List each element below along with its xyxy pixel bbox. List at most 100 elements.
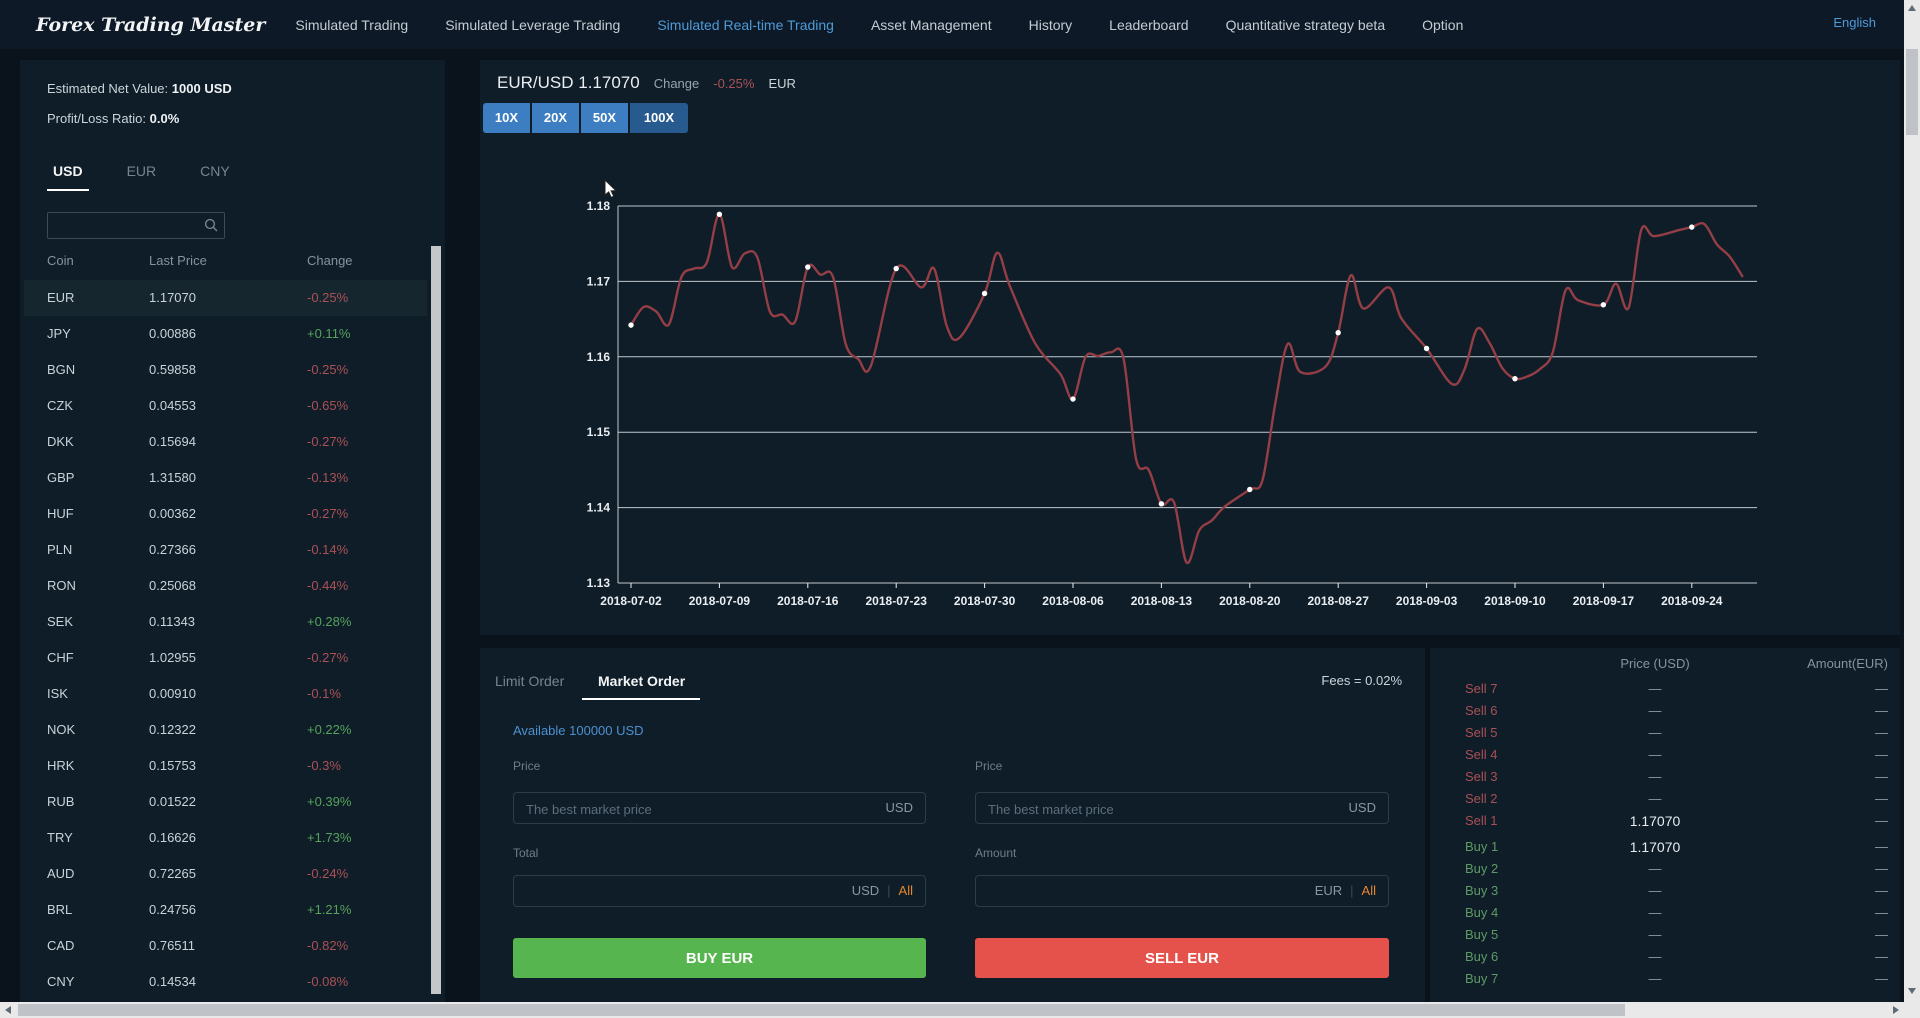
scroll-left-arrow-icon[interactable] [5, 1006, 11, 1014]
coin-row-try[interactable]: TRY 0.16626 +1.73% [24, 820, 427, 856]
scroll-down-arrow-icon[interactable] [1908, 988, 1916, 994]
x-axis-label-2018-09-17: 2018-09-17 [1573, 594, 1635, 608]
sell-order-row-sell-5[interactable]: Sell 5 — — [1430, 722, 1900, 744]
coin-row-isk[interactable]: ISK 0.00910 -0.1% [24, 676, 427, 712]
coin-table: EUR 1.17070 -0.25% JPY 0.00886 +0.11% BGN 0.598… [24, 280, 427, 1000]
coin-row-aud[interactable]: AUD 0.72265 -0.24% [24, 856, 427, 892]
order-level-label: Sell 7 [1465, 681, 1498, 696]
coin-row-eur[interactable]: EUR 1.17070 -0.25% [24, 280, 427, 316]
leverage-button-50x[interactable]: 50X [581, 103, 628, 133]
data-point-dot [805, 264, 811, 270]
nav-item-leaderboard[interactable]: Leaderboard [1109, 16, 1189, 33]
nav-item-simulated-real-time-trading[interactable]: Simulated Real-time Trading [657, 16, 834, 33]
nav-item-simulated-trading[interactable]: Simulated Trading [295, 16, 409, 33]
price-line [629, 213, 1744, 565]
sidebar-scrollbar-thumb[interactable] [431, 246, 441, 994]
sell-button[interactable]: SELL EUR [975, 938, 1389, 978]
sell-price-currency: USD [1348, 800, 1376, 815]
currency-tab-usd[interactable]: USD [47, 163, 89, 191]
sell-order-row-sell-4[interactable]: Sell 4 — — [1430, 744, 1900, 766]
buy-order-row-buy-6[interactable]: Buy 6 — — [1430, 946, 1900, 968]
order-book-amount-header: Amount(EUR) [1807, 656, 1888, 671]
buy-price-input[interactable] [524, 795, 775, 823]
leverage-button-20x[interactable]: 20X [532, 103, 579, 133]
coin-row-rub[interactable]: RUB 0.01522 +0.39% [24, 784, 427, 820]
coin-row-hrk[interactable]: HRK 0.15753 -0.3% [24, 748, 427, 784]
currency-tab-eur[interactable]: EUR [126, 163, 157, 179]
buy-order-row-buy-5[interactable]: Buy 5 — — [1430, 924, 1900, 946]
coin-row-cny[interactable]: CNY 0.14534 -0.08% [24, 964, 427, 1000]
sell-order-row-sell-7[interactable]: Sell 7 — — [1430, 678, 1900, 700]
y-axis-label: 1.13 [587, 576, 611, 590]
y-axis-label: 1.18 [587, 199, 611, 213]
data-point-dot [1512, 375, 1518, 382]
buy-order-row-buy-4[interactable]: Buy 4 — — [1430, 902, 1900, 924]
order-amount: — [1875, 839, 1888, 854]
coin-row-jpy[interactable]: JPY 0.00886 +0.11% [24, 316, 427, 352]
buy-order-row-buy-1[interactable]: Buy 1 1.17070 — [1430, 836, 1900, 858]
sell-order-row-sell-1[interactable]: Sell 1 1.17070 — [1430, 810, 1900, 832]
coin-last-price: 0.24756 [149, 902, 196, 917]
language-switcher[interactable]: English [1833, 15, 1876, 30]
order-price: — [1648, 791, 1662, 806]
coin-row-nok[interactable]: NOK 0.12322 +0.22% [24, 712, 427, 748]
sell-order-row-sell-6[interactable]: Sell 6 — — [1430, 700, 1900, 722]
buy-button[interactable]: BUY EUR [513, 938, 926, 978]
sell-price-input[interactable] [986, 795, 1238, 823]
coin-row-bgn[interactable]: BGN 0.59858 -0.25% [24, 352, 427, 388]
order-price: — [1648, 927, 1662, 942]
coin-symbol: RON [47, 578, 76, 593]
sell-all-link[interactable]: All [1361, 883, 1376, 898]
nav-item-asset-management[interactable]: Asset Management [870, 16, 992, 33]
scroll-right-arrow-icon[interactable] [1893, 1006, 1899, 1014]
coin-last-price: 1.17070 [149, 290, 196, 305]
sidebar-scrollbar[interactable] [431, 246, 441, 1002]
buy-order-row-buy-2[interactable]: Buy 2 — — [1430, 858, 1900, 880]
horizontal-scrollbar[interactable] [0, 1002, 1920, 1018]
coin-row-dkk[interactable]: DKK 0.15694 -0.27% [24, 424, 427, 460]
tab-market-order[interactable]: Market Order [598, 673, 686, 689]
vertical-scrollbar[interactable] [1904, 0, 1920, 1002]
leverage-button-10x[interactable]: 10X [483, 103, 530, 133]
leverage-button-100x[interactable]: 100X [630, 103, 688, 133]
coin-row-sek[interactable]: SEK 0.11343 +0.28% [24, 604, 427, 640]
search-input[interactable] [54, 214, 198, 237]
order-amount: — [1875, 883, 1888, 898]
vertical-scrollbar-thumb[interactable] [1906, 49, 1918, 135]
nav-item-simulated-leverage-trading[interactable]: Simulated Leverage Trading [445, 16, 621, 33]
order-amount: — [1875, 905, 1888, 920]
order-amount: — [1875, 927, 1888, 942]
nav-item-quantitative-strategy-beta[interactable]: Quantitative strategy beta [1225, 16, 1386, 33]
buy-all-link[interactable]: All [898, 883, 913, 898]
buy-order-row-buy-7[interactable]: Buy 7 — — [1430, 968, 1900, 990]
order-price: — [1648, 971, 1662, 986]
tab-limit-order[interactable]: Limit Order [495, 673, 565, 689]
coin-row-chf[interactable]: CHF 1.02955 -0.27% [24, 640, 427, 676]
coin-row-huf[interactable]: HUF 0.00362 -0.27% [24, 496, 427, 532]
order-amount: — [1875, 747, 1888, 762]
coin-row-cad[interactable]: CAD 0.76511 -0.82% [24, 928, 427, 964]
horizontal-scrollbar-thumb[interactable] [18, 1004, 1625, 1016]
coin-row-brl[interactable]: BRL 0.24756 +1.21% [24, 892, 427, 928]
coin-row-czk[interactable]: CZK 0.04553 -0.65% [24, 388, 427, 424]
price-chart[interactable]: 1.18 1.17 1.16 1.15 1.14 1.13 2018-07-02 2018-0… [480, 60, 1900, 635]
coin-symbol: GBP [47, 470, 75, 485]
scroll-up-arrow-icon[interactable] [1908, 5, 1916, 11]
sell-amount-input[interactable] [986, 878, 1238, 906]
coin-last-price: 0.00362 [149, 506, 196, 521]
buy-total-input[interactable] [524, 878, 775, 906]
coin-row-gbp[interactable]: GBP 1.31580 -0.13% [24, 460, 427, 496]
sell-order-row-sell-2[interactable]: Sell 2 — — [1430, 788, 1900, 810]
buy-order-row-buy-3[interactable]: Buy 3 — — [1430, 880, 1900, 902]
pair-and-price: EUR/USD 1.17070 [497, 73, 640, 93]
sell-orders: Sell 7 — — Sell 6 — — Sell 5 — — Sell 4 — — Sell 3 — —… [1430, 678, 1900, 832]
sell-order-row-sell-3[interactable]: Sell 3 — — [1430, 766, 1900, 788]
order-price: 1.17070 [1629, 813, 1681, 829]
coin-symbol: HRK [47, 758, 75, 773]
data-point-dot [1158, 501, 1165, 507]
nav-item-history[interactable]: History [1028, 16, 1073, 33]
coin-row-ron[interactable]: RON 0.25068 -0.44% [24, 568, 427, 604]
nav-item-option[interactable]: Option [1422, 16, 1464, 33]
currency-tab-cny[interactable]: CNY [200, 163, 230, 179]
coin-row-pln[interactable]: PLN 0.27366 -0.14% [24, 532, 427, 568]
